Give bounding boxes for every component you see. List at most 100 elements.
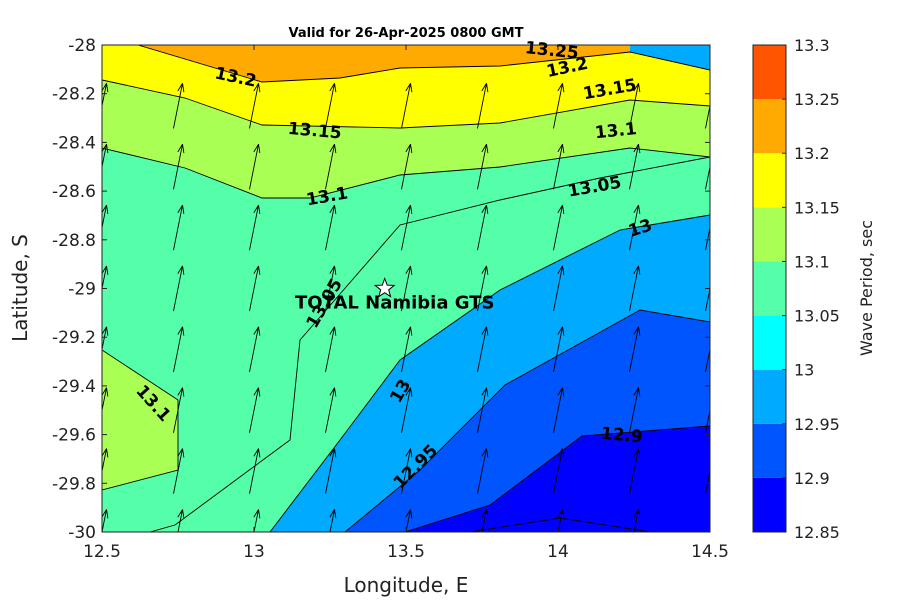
chart-title: Valid for 26-Apr-2025 0800 GMT bbox=[289, 26, 524, 41]
colorbar-tick-label: 13.3 bbox=[794, 36, 830, 55]
wave-arrow bbox=[401, 326, 413, 373]
station-label: TOTAL Namibia GTS bbox=[295, 293, 494, 314]
band-13-05-13-1 bbox=[102, 148, 710, 532]
colorbar-segment bbox=[753, 477, 786, 532]
wave-arrow bbox=[173, 143, 185, 190]
contour-lines bbox=[102, 45, 710, 532]
colorbar-label: Wave Period, sec bbox=[857, 220, 876, 356]
wave-arrow bbox=[705, 272, 710, 312]
colorbar-tick-label: 13.05 bbox=[794, 307, 840, 326]
wave-arrow bbox=[633, 509, 641, 532]
x-axis-label: Longitude, E bbox=[344, 573, 469, 597]
colorbar-tick-label: 13.15 bbox=[794, 198, 840, 217]
wave-arrow bbox=[325, 265, 337, 312]
wave-arrow bbox=[325, 326, 337, 373]
wave-direction-arrows bbox=[102, 83, 710, 532]
y-axis-label: Latitude, S bbox=[8, 234, 32, 342]
wave-arrow bbox=[553, 143, 565, 190]
colorbar-frame bbox=[752, 44, 787, 533]
wave-arrow bbox=[553, 204, 565, 251]
wave-arrow bbox=[249, 326, 261, 373]
colorbar-segment bbox=[753, 153, 786, 208]
wave-arrow bbox=[629, 387, 641, 433]
wave-arrow bbox=[249, 204, 261, 251]
wave-arrow bbox=[249, 143, 261, 190]
wave-arrow bbox=[557, 509, 565, 532]
colorbar-tick-label: 12.85 bbox=[794, 523, 840, 542]
wave-arrow bbox=[325, 387, 337, 433]
wave-arrow bbox=[173, 448, 185, 494]
colorbar: 13.3 13.25 13.2 13.15 13.1 13.05 13 12.95 12.9 12… bbox=[752, 36, 840, 542]
wave-arrow bbox=[329, 509, 337, 532]
wave-arrow bbox=[629, 448, 641, 494]
contour-line-13 bbox=[149, 156, 710, 532]
wave-arrow bbox=[553, 265, 565, 312]
wave-arrow bbox=[102, 387, 109, 413]
wave-arrow bbox=[249, 387, 261, 433]
wave-arrow bbox=[173, 326, 185, 373]
contour-line-12-95 bbox=[344, 309, 710, 532]
wave-arrow bbox=[325, 83, 337, 129]
contour-label: 13.15 bbox=[287, 119, 342, 144]
wave-arrow bbox=[249, 83, 261, 129]
wave-arrow bbox=[102, 204, 109, 230]
wave-arrow bbox=[405, 509, 413, 532]
y-tick-label: -29.6 bbox=[52, 426, 96, 446]
band-13-1-13-15-southwest bbox=[102, 350, 178, 490]
wave-arrow bbox=[629, 204, 641, 251]
colorbar-segment bbox=[753, 369, 786, 424]
wave-arrow bbox=[705, 455, 710, 494]
wave-arrow bbox=[553, 387, 565, 433]
colorbar-segment bbox=[753, 423, 786, 478]
colorbar-tick-label: 13.2 bbox=[794, 144, 830, 163]
contour-line-13-15 bbox=[102, 79, 710, 129]
y-tick-label: -29.4 bbox=[52, 377, 96, 397]
wave-arrow bbox=[401, 265, 413, 312]
wave-arrow bbox=[253, 509, 261, 532]
y-axis-ticks: -28 -28.2 -28.4 -28.6 -28.8 -29 -29.2 -29.4 -29.… bbox=[52, 36, 710, 543]
wave-arrow bbox=[477, 326, 489, 373]
wave-arrow bbox=[173, 204, 185, 251]
contour-label: 13.1 bbox=[594, 119, 638, 143]
contour-label: 12.9 bbox=[600, 424, 644, 448]
wave-arrow bbox=[553, 448, 565, 494]
wave-arrow bbox=[401, 143, 413, 190]
wave-arrow bbox=[705, 211, 710, 251]
colorbar-tick-label: 13.25 bbox=[794, 90, 840, 109]
x-axis-ticks: 12.5 13 13.5 14 14.5 bbox=[83, 45, 729, 562]
station-marker: TOTAL Namibia GTS bbox=[295, 277, 494, 314]
colorbar-tick-label: 12.9 bbox=[794, 469, 830, 488]
contour-line-13-05-west bbox=[102, 349, 179, 491]
wave-arrow bbox=[325, 204, 337, 251]
wave-arrow bbox=[102, 265, 109, 291]
y-tick-label: -28.4 bbox=[52, 133, 96, 153]
wave-arrow bbox=[102, 143, 109, 170]
wave-arrow bbox=[102, 448, 109, 474]
wave-arrow bbox=[177, 509, 185, 532]
wave-arrow bbox=[629, 83, 641, 129]
wave-arrow bbox=[705, 394, 710, 433]
wave-arrow bbox=[629, 326, 641, 373]
wave-arrow bbox=[553, 326, 565, 373]
wave-arrow bbox=[477, 448, 489, 494]
contour-line-13-2 bbox=[137, 45, 710, 83]
contour-line-13-1 bbox=[102, 147, 710, 199]
wave-arrow bbox=[477, 83, 489, 129]
colorbar-segment bbox=[753, 261, 786, 316]
x-tick-label: 14.5 bbox=[691, 542, 729, 562]
colorbar-tick-label: 13 bbox=[794, 361, 814, 380]
wave-arrow bbox=[401, 83, 413, 129]
wave-arrow bbox=[102, 326, 109, 352]
wave-arrow bbox=[477, 265, 489, 312]
wave-arrow bbox=[401, 448, 413, 494]
wave-arrow bbox=[705, 89, 710, 129]
colorbar-tick-label: 13.1 bbox=[794, 252, 830, 271]
colorbar-segment bbox=[753, 45, 786, 100]
wave-arrow bbox=[325, 448, 337, 494]
contour-line-12-9 bbox=[404, 425, 710, 532]
colorbar-tick-label: 12.95 bbox=[794, 415, 840, 434]
wave-arrow bbox=[705, 150, 710, 190]
wave-arrow bbox=[705, 333, 710, 373]
wave-arrow bbox=[477, 387, 489, 433]
colorbar-segment bbox=[753, 207, 786, 262]
